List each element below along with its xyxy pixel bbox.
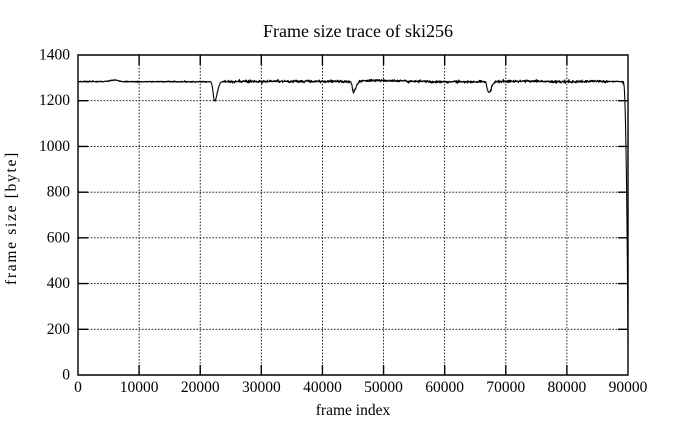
svg-text:frame index: frame index (316, 402, 391, 419)
svg-text:Frame size trace of ski256: Frame size trace of ski256 (263, 21, 453, 41)
svg-text:60000: 60000 (425, 379, 464, 396)
svg-text:50000: 50000 (364, 379, 403, 396)
svg-text:20000: 20000 (181, 379, 220, 396)
svg-text:1400: 1400 (39, 47, 70, 64)
svg-text:70000: 70000 (486, 379, 525, 396)
svg-text:90000: 90000 (609, 379, 648, 396)
svg-text:0: 0 (74, 379, 82, 396)
svg-text:1000: 1000 (39, 138, 70, 155)
svg-text:800: 800 (47, 184, 71, 201)
svg-text:80000: 80000 (548, 379, 587, 396)
svg-text:10000: 10000 (120, 379, 159, 396)
svg-text:frame size [byte]: frame size [byte] (3, 151, 20, 285)
svg-text:200: 200 (47, 321, 71, 338)
svg-text:1200: 1200 (39, 92, 70, 109)
svg-text:400: 400 (47, 275, 71, 292)
svg-text:30000: 30000 (242, 379, 281, 396)
svg-text:40000: 40000 (303, 379, 342, 396)
svg-text:0: 0 (62, 367, 70, 384)
svg-text:600: 600 (47, 229, 71, 246)
